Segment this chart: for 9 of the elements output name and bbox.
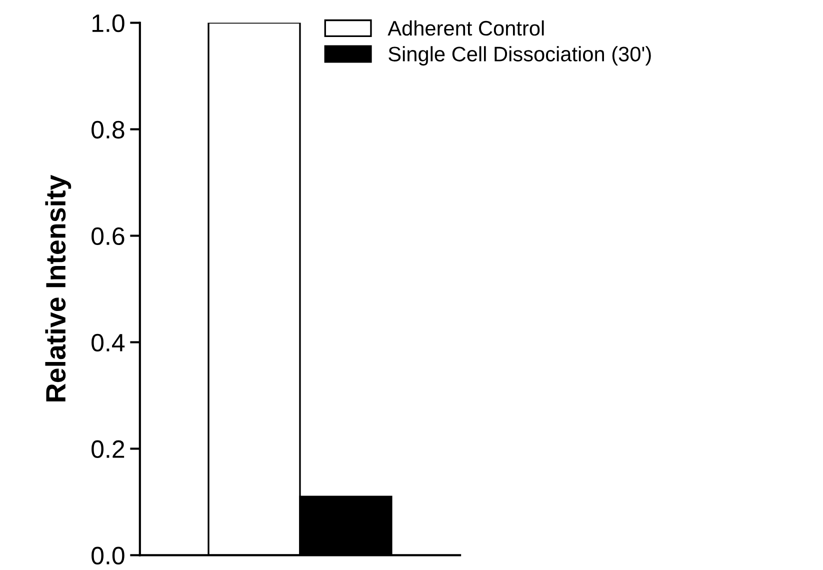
y-tick-label: 0.8 — [92, 120, 124, 139]
y-tick-label: 0.0 — [92, 546, 124, 564]
y-tick-label: 0.4 — [92, 334, 125, 352]
y-tick-label: 0.6 — [92, 227, 124, 246]
legend-label: Single Cell Dissociation (30') — [388, 46, 651, 66]
y-axis-title: Relative Intensity — [45, 174, 72, 402]
legend-label: Adherent Control — [388, 20, 544, 36]
y-tick-label: 0.2 — [92, 440, 124, 458]
y-tick-label: 1.0 — [92, 14, 124, 32]
